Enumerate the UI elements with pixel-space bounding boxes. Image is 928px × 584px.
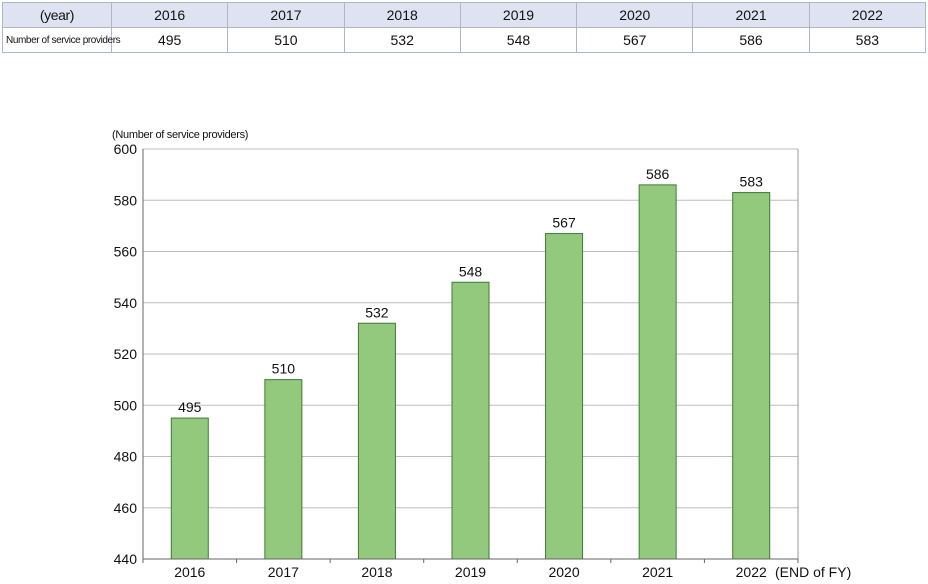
y-tick-label: 580 — [114, 192, 138, 208]
bar — [264, 379, 303, 560]
tick-labels: 440 460 480 500 520 540 560 580 600 2016 2017 2018 2… — [114, 141, 767, 580]
year-cell: 2019 — [459, 2, 578, 28]
value-cell: 510 — [227, 27, 345, 53]
bar-value-label: 510 — [272, 361, 296, 377]
bar — [732, 192, 771, 560]
bar — [545, 233, 584, 560]
y-tick-label: 480 — [114, 449, 138, 465]
x-tick-label: 2020 — [548, 564, 579, 580]
y-tick-label: 520 — [114, 346, 138, 362]
x-tick-label: 2021 — [642, 564, 673, 580]
y-tick-label: 440 — [114, 551, 138, 567]
data-table: (year) 2016 2017 2018 2019 2020 2021 202… — [2, 2, 927, 53]
value-cell: 567 — [576, 27, 694, 53]
y-tick-label: 560 — [114, 244, 138, 260]
axes — [142, 149, 799, 563]
year-cell: 2022 — [808, 2, 927, 28]
x-tick-label: 2017 — [268, 564, 299, 580]
year-cell: 2020 — [576, 2, 694, 28]
year-cell: 2018 — [343, 2, 461, 28]
value-cell: 586 — [692, 27, 810, 53]
value-cell: 548 — [459, 27, 578, 53]
bar — [638, 184, 677, 560]
value-cell: 583 — [808, 27, 927, 53]
bar — [170, 417, 209, 560]
header-label: (year) — [2, 2, 112, 28]
value-cell: 495 — [110, 27, 229, 53]
bars — [170, 184, 771, 560]
y-tick-label: 460 — [114, 500, 138, 516]
bar-value-label: 567 — [552, 215, 576, 231]
table-row: Number of service providers 495 510 532 … — [2, 27, 927, 53]
x-tick-label: 2022 — [736, 564, 767, 580]
year-cell: 2021 — [692, 2, 810, 28]
y-tick-label: 540 — [114, 295, 138, 311]
bar-value-label: 495 — [178, 399, 202, 415]
y-tick-label: 500 — [114, 397, 138, 413]
x-tick-label: 2018 — [361, 564, 392, 580]
data-labels: 495 510 532 548 567 586 583 — [178, 166, 763, 415]
bar — [451, 281, 490, 560]
y-axis-label: (Number of service providers) — [112, 129, 248, 141]
table-header-row: (year) 2016 2017 2018 2019 2020 2021 202… — [2, 2, 927, 28]
x-tick-label: 2019 — [455, 564, 486, 580]
bar-value-label: 583 — [740, 174, 764, 190]
row-label: Number of service providers — [2, 27, 121, 53]
bar-value-label: 586 — [646, 166, 670, 182]
y-tick-label: 600 — [114, 141, 138, 157]
x-tick-label: 2016 — [174, 564, 205, 580]
value-cell: 532 — [343, 27, 461, 53]
bar — [357, 322, 396, 560]
bar-value-label: 532 — [365, 304, 389, 320]
bar-value-label: 548 — [459, 263, 483, 279]
x-axis-suffix: (END of FY) — [775, 564, 851, 580]
